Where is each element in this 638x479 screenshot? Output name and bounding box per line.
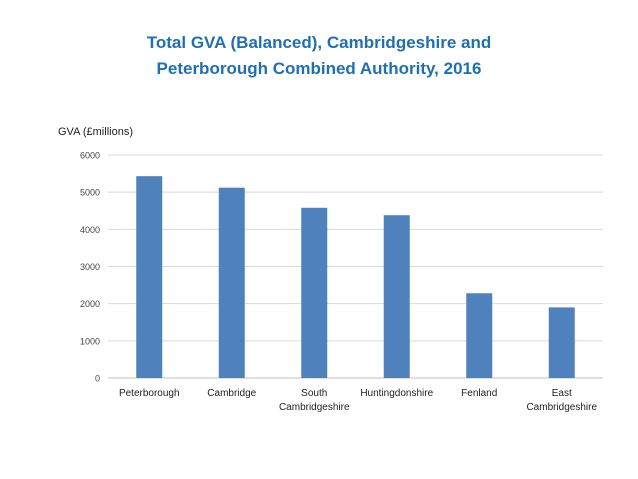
- x-tick-labels: Peterborough Cambridge South Cambridgeshire…: [119, 388, 598, 413]
- bars: [136, 176, 575, 378]
- x-tick-label-line: South: [301, 388, 327, 399]
- chart-title: Total GVA (Balanced), Cambridgeshire and…: [0, 30, 638, 82]
- bar: [301, 207, 328, 378]
- chart-title-line-2: Peterborough Combined Authority, 2016: [156, 59, 482, 78]
- x-tick-label: Huntingdonshire: [360, 388, 433, 399]
- y-tick-label: 3000: [80, 262, 100, 272]
- x-tick-label: East Cambridgeshire: [526, 388, 597, 413]
- x-tick-label-line: Fenland: [461, 388, 497, 399]
- y-tick-labels: 0 1000 2000 3000 4000 5000 6000: [80, 151, 100, 384]
- y-tick-label: 2000: [80, 299, 100, 309]
- x-tick-label: South Cambridgeshire: [279, 388, 350, 413]
- x-tick-label-line: Cambridge: [207, 388, 256, 399]
- bar: [383, 215, 410, 378]
- y-tick-label: 4000: [80, 225, 100, 235]
- y-tick-label: 1000: [80, 336, 100, 346]
- x-tick-label-line: East: [552, 388, 572, 399]
- bar: [136, 176, 163, 378]
- y-tick-label: 0: [95, 374, 100, 384]
- x-tick-label-line: Huntingdonshire: [360, 388, 433, 399]
- y-tick-label: 6000: [80, 151, 100, 161]
- y-tick-label: 5000: [80, 188, 100, 198]
- x-tick-label: Peterborough: [119, 388, 180, 399]
- x-tick-label-line: Cambridgeshire: [526, 402, 597, 413]
- bar: [466, 293, 493, 378]
- bar: [548, 307, 575, 378]
- gridlines: [108, 154, 603, 379]
- bar: [218, 187, 245, 378]
- x-tick-label: Cambridge: [207, 388, 256, 399]
- y-axis-label: GVA (£millions): [58, 126, 133, 138]
- chart-title-line-1: Total GVA (Balanced), Cambridgeshire and: [146, 33, 492, 52]
- x-tick-label-line: Peterborough: [119, 388, 180, 399]
- x-tick-label-line: Cambridgeshire: [279, 402, 350, 413]
- x-tick-label: Fenland: [461, 388, 497, 399]
